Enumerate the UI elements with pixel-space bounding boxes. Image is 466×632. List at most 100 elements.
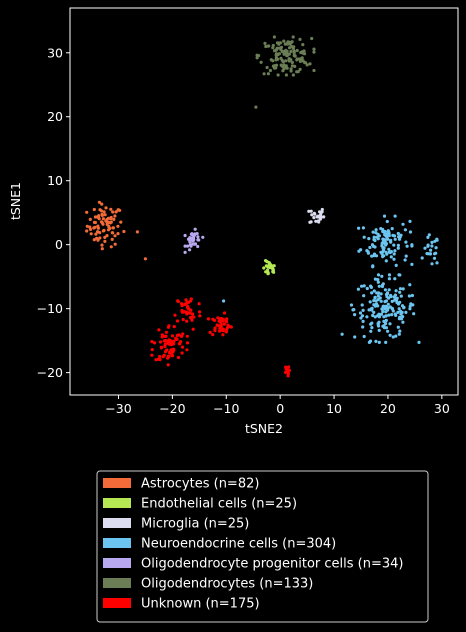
data-point-series-3: [382, 324, 386, 328]
data-point-series-6: [185, 341, 190, 345]
legend-label: Oligodendrocyte progenitor cells (n=34): [141, 557, 403, 572]
data-point-series-0: [143, 257, 147, 261]
data-point-series-5: [283, 42, 287, 46]
data-point-series-5: [298, 57, 302, 61]
data-point-series-3: [380, 274, 384, 278]
legend-items: Astrocytes (n=82) Endothelial cells (n=25…: [103, 477, 403, 612]
data-point-series-3: [374, 299, 378, 303]
data-point-series-5: [310, 36, 314, 41]
data-point-series-3: [365, 315, 369, 319]
data-point-series-0: [113, 242, 117, 246]
data-point-series-2: [318, 210, 322, 214]
data-point-series-3: [434, 251, 438, 255]
data-point-series-0: [102, 228, 106, 233]
data-point-series-6: [173, 313, 177, 317]
data-point-series-1: [264, 270, 268, 274]
data-point-series-5: [271, 64, 275, 68]
data-point-series-5: [278, 46, 282, 50]
data-point-series-5: [279, 63, 283, 67]
data-point-series-5: [298, 37, 302, 42]
data-point-series-4: [192, 233, 196, 237]
data-point-series-0: [103, 235, 107, 239]
data-point-series-6: [150, 353, 154, 357]
data-point-series-3: [370, 326, 374, 330]
data-point-series-5: [259, 60, 263, 64]
data-point-series-6: [222, 311, 227, 315]
data-point-series-6: [208, 330, 212, 334]
data-point-series-5: [300, 56, 304, 60]
data-point-series-4: [186, 244, 190, 248]
data-point-series-3: [377, 328, 381, 332]
data-point-series-6: [180, 334, 184, 338]
data-point-series-5: [257, 54, 261, 58]
data-point-series-5: [279, 56, 283, 61]
x-tick-label: 0: [276, 401, 284, 416]
data-point-series-3: [383, 239, 387, 243]
data-point-series-3: [373, 315, 377, 319]
data-point-series-3: [404, 254, 408, 258]
data-point-series-5: [262, 72, 266, 76]
data-point-series-5: [287, 46, 292, 50]
data-point-series-5: [274, 56, 278, 60]
data-point-series-6: [225, 317, 229, 321]
data-point-series-3: [398, 235, 402, 239]
data-point-series-5: [287, 57, 291, 61]
data-point-series-0: [95, 236, 99, 240]
data-point-series-5: [308, 62, 312, 66]
data-point-series-3: [356, 287, 360, 291]
data-point-series-6: [221, 333, 225, 337]
data-point-series-3: [383, 300, 387, 304]
y-tick-label: 10: [47, 173, 63, 188]
data-point-series-5: [286, 40, 290, 44]
data-point-series-3: [393, 249, 397, 253]
data-point-series-0: [114, 210, 118, 214]
data-point-series-5: [254, 105, 258, 109]
data-point-series-4: [193, 242, 197, 246]
data-point-series-3: [430, 262, 434, 266]
data-point-series-3: [427, 233, 431, 237]
data-point-series-2: [316, 219, 320, 223]
x-tick-label: −30: [105, 401, 131, 416]
y-tick-label: 30: [47, 45, 63, 60]
data-point-series-3: [408, 230, 413, 234]
data-point-series-0: [116, 232, 120, 236]
data-point-series-0: [116, 208, 120, 212]
data-point-series-3: [374, 228, 378, 232]
data-point-series-4: [197, 238, 201, 242]
data-point-series-6: [164, 339, 168, 343]
data-point-series-0: [104, 206, 108, 210]
data-point-series-3: [384, 314, 388, 318]
data-point-series-3: [353, 313, 357, 317]
data-point-series-4: [186, 237, 191, 241]
data-point-series-0: [98, 236, 102, 240]
data-point-series-3: [432, 256, 437, 260]
data-point-series-3: [370, 291, 374, 295]
data-point-series-3: [398, 329, 402, 333]
data-point-series-0: [116, 224, 120, 228]
data-point-series-1: [266, 271, 270, 275]
data-point-series-3: [394, 334, 398, 338]
data-point-series-6: [158, 357, 162, 362]
data-point-series-3: [377, 320, 381, 324]
legend-frame: [96, 470, 429, 623]
data-point-series-0: [92, 238, 96, 242]
data-point-series-3: [396, 246, 400, 250]
data-point-series-0: [103, 213, 107, 217]
data-point-series-6: [213, 326, 217, 330]
data-point-series-6: [206, 317, 210, 321]
data-point-series-3: [408, 283, 412, 287]
data-point-series-0: [109, 245, 113, 249]
data-point-series-3: [371, 265, 375, 269]
data-point-series-5: [290, 40, 294, 44]
data-point-series-5: [302, 52, 307, 56]
data-point-series-3: [376, 291, 381, 295]
legend-swatch: [103, 518, 131, 528]
data-point-series-3: [368, 339, 373, 343]
data-point-series-3: [391, 335, 395, 339]
data-point-series-3: [383, 288, 387, 292]
y-tick-label: −10: [37, 301, 63, 316]
data-point-series-6: [219, 322, 223, 326]
data-point-series-4: [193, 227, 197, 231]
data-point-series-5: [277, 42, 281, 46]
